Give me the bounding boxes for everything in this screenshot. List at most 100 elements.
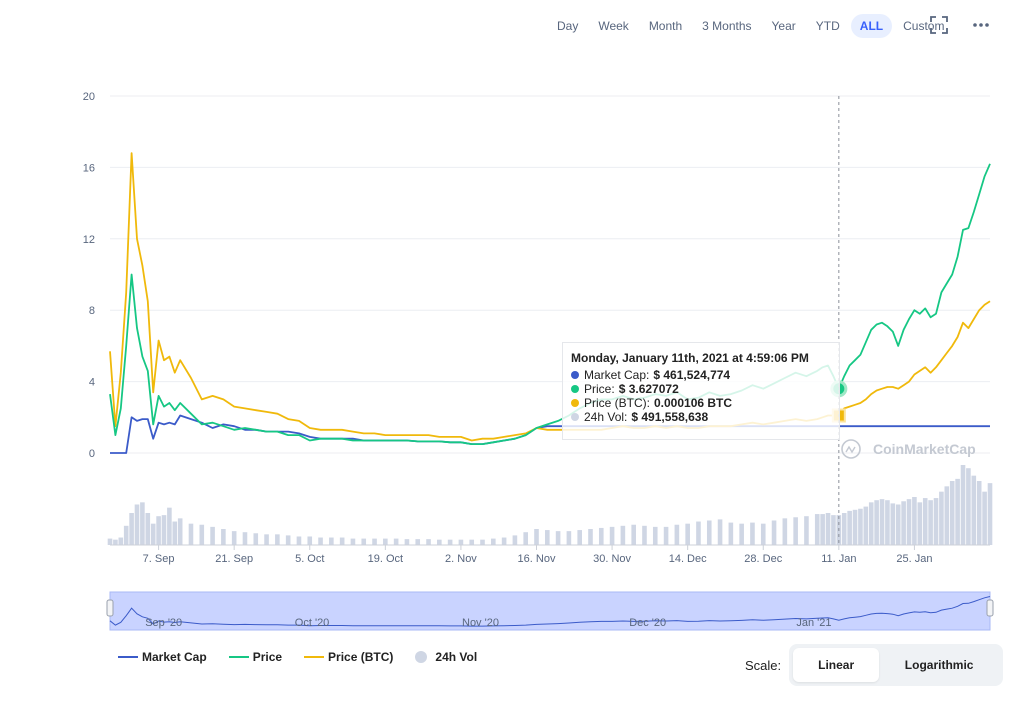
navigator-label: Jan '21: [796, 617, 831, 629]
chart-legend: Market Cap Price Price (BTC) 24h Vol: [118, 650, 499, 664]
x-tick-label: 28. Dec: [744, 553, 782, 565]
volume-bar: [841, 513, 847, 545]
volume-bar: [652, 526, 658, 545]
volume-bar: [928, 500, 933, 545]
volume-bar: [976, 481, 982, 545]
watermark: CoinMarketCap: [841, 439, 976, 459]
more-options-icon[interactable]: [972, 16, 990, 34]
volume-bar: [140, 502, 145, 545]
legend-item-price[interactable]: Price: [228, 650, 282, 664]
volume-bar: [814, 514, 820, 545]
watermark-text: CoinMarketCap: [873, 441, 976, 457]
volume-bar: [966, 468, 971, 545]
volume-bar: [447, 539, 453, 545]
navigator-right-handle[interactable]: [986, 599, 994, 617]
volume-bar: [858, 508, 863, 545]
x-tick-label: 2. Nov: [445, 553, 477, 565]
volume-bar: [642, 525, 647, 545]
volume-bar: [890, 503, 896, 545]
price-btc-line-icon: [304, 656, 325, 658]
navigator-left-handle[interactable]: [106, 599, 114, 617]
volume-dot-icon: [415, 651, 428, 663]
volume-bar: [145, 513, 151, 545]
volume-bar: [933, 498, 939, 545]
volume-bar: [760, 523, 766, 545]
range-day-button[interactable]: Day: [557, 19, 579, 33]
volume-bar: [906, 499, 912, 545]
scale-linear-button[interactable]: Linear: [793, 648, 880, 682]
volume-bar: [285, 535, 291, 545]
volume-bar: [555, 531, 561, 545]
price-chart: 20 16 12 8 4 0 7. Sep 21. Sep 5. Oct 19. Oct 2. N…: [83, 91, 994, 631]
volume-bar: [706, 520, 712, 545]
range-month-button[interactable]: Month: [648, 19, 683, 33]
volume-bar: [188, 523, 194, 545]
scale-label: Scale:: [745, 657, 782, 673]
range-year-button[interactable]: Year: [771, 19, 796, 33]
volume-bar: [296, 536, 302, 545]
y-tick-label: 8: [89, 305, 95, 317]
range-all-button[interactable]: ALL: [850, 14, 893, 38]
navigator-line: [109, 596, 991, 627]
volume-bar: [631, 524, 636, 545]
volume-bar: [134, 504, 140, 545]
legend-item-price-btc[interactable]: Price (BTC): [304, 650, 393, 664]
volume-bar: [609, 526, 615, 545]
range-week-button[interactable]: Week: [598, 19, 629, 33]
volume-bar: [577, 530, 582, 545]
volume-bar: [955, 478, 960, 545]
volume-bar: [383, 538, 388, 545]
volume-bar: [458, 539, 464, 545]
volume-bar: [847, 510, 852, 545]
volume-bar: [350, 538, 356, 545]
tooltip-label: Price (BTC):: [584, 396, 650, 410]
navigator-label: Sep '20: [145, 617, 182, 629]
range-3-months-button[interactable]: 3 Months: [702, 19, 752, 33]
navigator-label: Oct '20: [295, 617, 330, 629]
volume-bar: [123, 525, 129, 545]
volume-dot-icon: [571, 413, 579, 421]
x-tick-label: 7. Sep: [143, 553, 175, 565]
range-custom-button[interactable]: Custom: [903, 19, 945, 33]
volume-bar: [469, 539, 475, 545]
volume-bar: [868, 502, 874, 545]
volume-bar: [199, 524, 205, 545]
x-tick-label: 21. Sep: [215, 553, 253, 565]
range-ytd-button[interactable]: YTD: [815, 19, 840, 33]
volume-bar: [307, 536, 313, 545]
scale-logarithmic-button[interactable]: Logarithmic: [904, 658, 974, 672]
y-tick-label: 12: [83, 234, 95, 246]
volume-bar: [404, 539, 410, 545]
volume-bar: [793, 517, 798, 545]
volume-bar: [598, 527, 604, 545]
tooltip-row-volume: 24h Vol: $ 491,558,638: [571, 410, 831, 424]
x-tick-label: 19. Oct: [368, 553, 403, 565]
volume-bar: [820, 514, 825, 545]
volume-bar: [949, 481, 955, 545]
volume-bar: [750, 522, 755, 545]
volume-bar: [426, 539, 431, 545]
volume-bar: [922, 498, 928, 545]
legend-item-volume[interactable]: 24h Vol: [415, 650, 477, 664]
volume-bar: [674, 524, 680, 545]
tooltip-title: Monday, January 11th, 2021 at 4:59:06 PM: [571, 351, 809, 365]
volume-bar: [901, 501, 906, 545]
volume-bar: [771, 520, 777, 545]
y-tick-label: 4: [89, 377, 95, 389]
volume-bar: [161, 515, 167, 545]
x-tick-label: 5. Oct: [295, 553, 324, 565]
y-tick-label: 20: [83, 91, 95, 103]
fullscreen-icon[interactable]: [930, 16, 948, 34]
price-btc-dot-icon: [571, 399, 579, 407]
volume-bar: [437, 539, 442, 545]
volume-bar: [685, 523, 690, 545]
scale-toggle: Linear Logarithmic: [789, 644, 1004, 686]
x-tick-label: 30. Nov: [593, 553, 631, 565]
series-line-market-cap: [110, 414, 990, 454]
volume-bar: [739, 523, 744, 545]
legend-item-market-cap[interactable]: Market Cap: [118, 650, 207, 664]
volume-bar: [912, 497, 917, 545]
market-cap-line-icon: [118, 656, 138, 658]
navigator-label: Nov '20: [462, 617, 499, 629]
legend-label: Price (BTC): [328, 650, 394, 664]
